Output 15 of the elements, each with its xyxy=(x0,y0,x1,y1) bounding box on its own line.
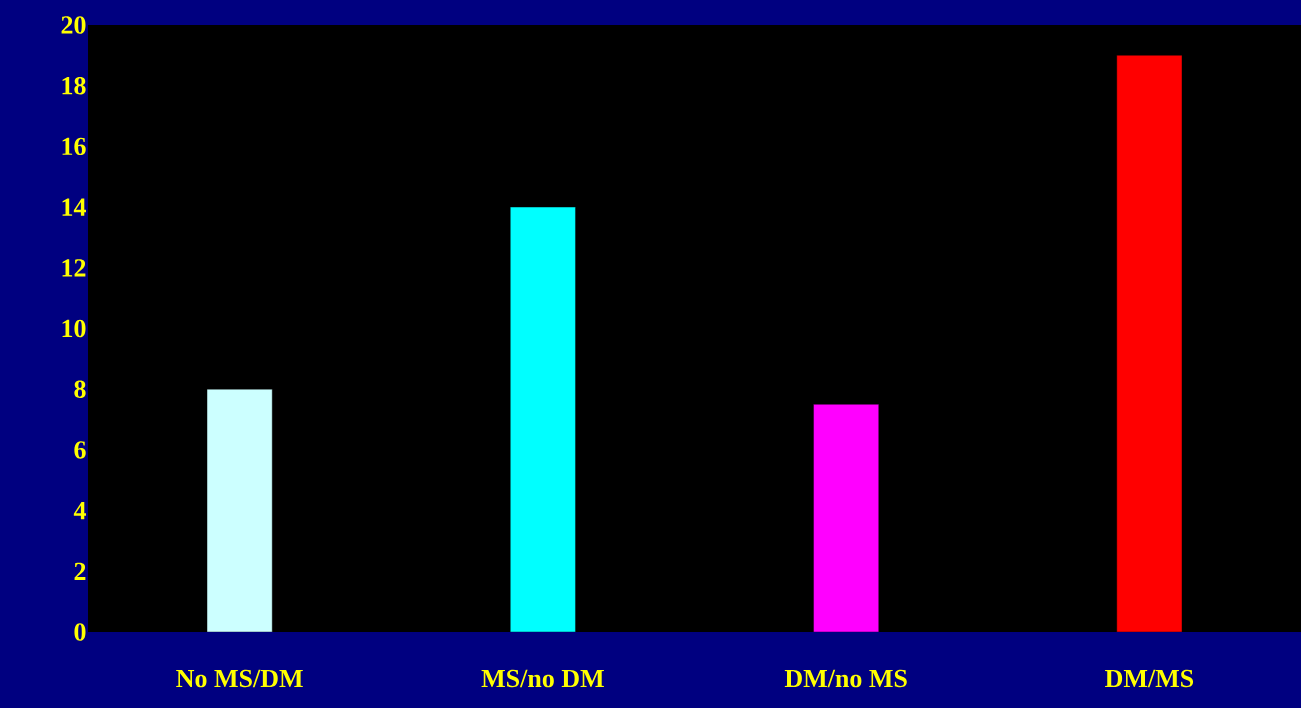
x-tick-label: DM/MS xyxy=(1105,669,1194,688)
y-tick-label: 18 xyxy=(62,76,86,95)
y-tick-label: 14 xyxy=(62,198,86,216)
y-tick-label: 8 xyxy=(74,380,86,398)
x-tick-label: DM/no MS xyxy=(784,669,907,688)
y-tick-label: 10 xyxy=(62,319,86,338)
y-tick-label: 4 xyxy=(73,502,86,520)
y-tick-label: 0 xyxy=(74,623,86,641)
x-tick-label: MS/no DM xyxy=(481,669,604,688)
y-tick-label: 2 xyxy=(74,562,86,580)
x-tick-label: No MS/DM xyxy=(176,669,303,688)
y-tick-label: 12 xyxy=(62,259,86,277)
y-tick-label: 16 xyxy=(62,137,86,156)
y-tick-label: 20 xyxy=(61,16,86,34)
y-tick-label: 6 xyxy=(74,441,86,459)
